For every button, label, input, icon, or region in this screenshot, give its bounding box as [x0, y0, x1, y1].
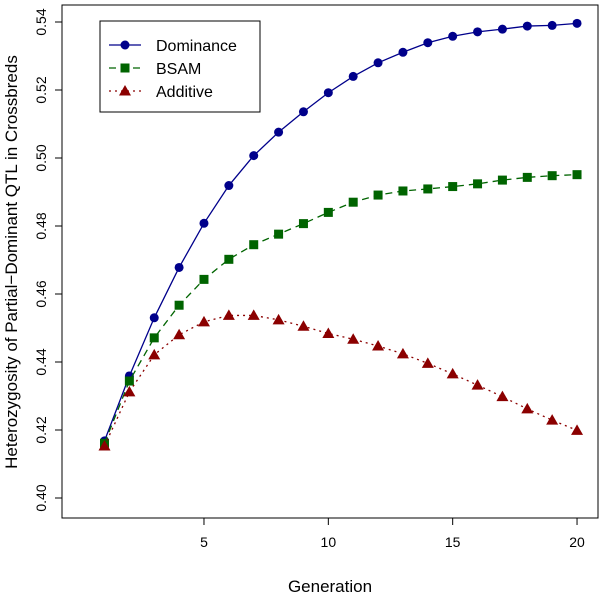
- data-point-dominance: [174, 262, 184, 272]
- y-tick-label: 0.50: [33, 144, 49, 171]
- data-point-dominance: [522, 21, 532, 31]
- data-point-additive: [272, 313, 285, 325]
- x-tick-label: 5: [200, 534, 208, 550]
- data-point-dominance: [224, 181, 234, 191]
- data-point-additive: [421, 357, 434, 368]
- legend-label-dominance: Dominance: [156, 38, 237, 55]
- data-point-additive: [222, 309, 235, 320]
- data-point-additive: [471, 379, 484, 390]
- x-tick-label: 15: [445, 534, 461, 550]
- data-point-dominance: [547, 20, 557, 30]
- legend: Dominance BSAM Additive: [99, 20, 261, 113]
- series-bsam: [100, 170, 582, 448]
- data-point-additive: [98, 439, 111, 451]
- data-point-bsam: [547, 171, 557, 181]
- data-point-bsam: [149, 333, 159, 343]
- data-point-additive: [446, 367, 459, 379]
- x-tick-label: 10: [321, 534, 337, 550]
- data-point-bsam: [522, 172, 532, 182]
- data-point-dominance: [149, 313, 159, 323]
- data-point-bsam: [323, 207, 333, 217]
- y-tick-label: 0.40: [33, 484, 49, 511]
- data-point-bsam: [348, 197, 358, 207]
- data-point-bsam: [224, 254, 234, 264]
- legend-label-bsam: BSAM: [156, 61, 201, 78]
- data-point-bsam: [174, 300, 184, 310]
- data-point-additive: [496, 390, 509, 402]
- legend-marker-bsam: [120, 63, 130, 73]
- y-axis-label: Heterozygosity of Partial−Dominant QTL i…: [2, 55, 21, 469]
- data-point-bsam: [497, 175, 507, 185]
- data-point-additive: [347, 333, 360, 344]
- legend-label-additive: Additive: [156, 84, 213, 101]
- data-point-additive: [571, 424, 584, 435]
- data-point-bsam: [124, 376, 134, 386]
- data-point-additive: [546, 414, 559, 425]
- series-additive: [98, 309, 584, 451]
- data-point-dominance: [348, 71, 358, 81]
- data-point-additive: [396, 347, 409, 359]
- data-point-additive: [372, 340, 385, 351]
- x-axis: 5 10 15 20: [200, 517, 585, 550]
- data-point-bsam: [572, 170, 582, 180]
- data-point-dominance: [199, 218, 209, 228]
- x-axis-label: Generation: [288, 577, 372, 596]
- data-point-bsam: [373, 190, 383, 200]
- data-point-bsam: [423, 184, 433, 194]
- data-point-bsam: [274, 229, 284, 239]
- y-tick-label: 0.48: [33, 212, 49, 239]
- data-point-additive: [322, 327, 335, 338]
- y-tick-label: 0.42: [33, 416, 49, 443]
- x-tick-label: 20: [569, 534, 585, 550]
- series-layer: [98, 18, 584, 451]
- data-point-dominance: [249, 151, 259, 161]
- data-point-additive: [247, 309, 260, 320]
- y-tick-label: 0.44: [33, 348, 49, 375]
- data-point-dominance: [497, 24, 507, 34]
- data-point-additive: [123, 385, 136, 397]
- data-point-dominance: [323, 88, 333, 98]
- data-point-dominance: [298, 107, 308, 117]
- y-axis: 0.40 0.42 0.44 0.46 0.48 0.50 0.52 0.54: [33, 8, 63, 512]
- data-point-additive: [197, 315, 210, 327]
- data-point-additive: [173, 328, 186, 340]
- data-point-dominance: [572, 18, 582, 28]
- legend-marker-additive: [119, 85, 131, 96]
- data-point-dominance: [274, 127, 284, 137]
- series-line-additive: [103, 314, 578, 447]
- data-point-bsam: [448, 182, 458, 192]
- data-point-bsam: [199, 274, 209, 284]
- y-tick-label: 0.46: [33, 280, 49, 307]
- y-tick-label: 0.54: [33, 8, 49, 35]
- data-point-additive: [297, 320, 310, 331]
- data-point-bsam: [473, 179, 483, 189]
- data-point-bsam: [249, 240, 259, 250]
- data-point-dominance: [473, 27, 483, 37]
- data-point-dominance: [448, 31, 458, 41]
- data-point-dominance: [398, 47, 408, 57]
- data-point-additive: [521, 402, 534, 414]
- data-point-additive: [148, 348, 161, 360]
- data-point-dominance: [373, 58, 383, 68]
- data-point-bsam: [398, 186, 408, 196]
- y-tick-label: 0.52: [33, 76, 49, 103]
- data-point-dominance: [423, 38, 433, 48]
- data-point-bsam: [298, 219, 308, 229]
- legend-marker-dominance: [120, 40, 130, 50]
